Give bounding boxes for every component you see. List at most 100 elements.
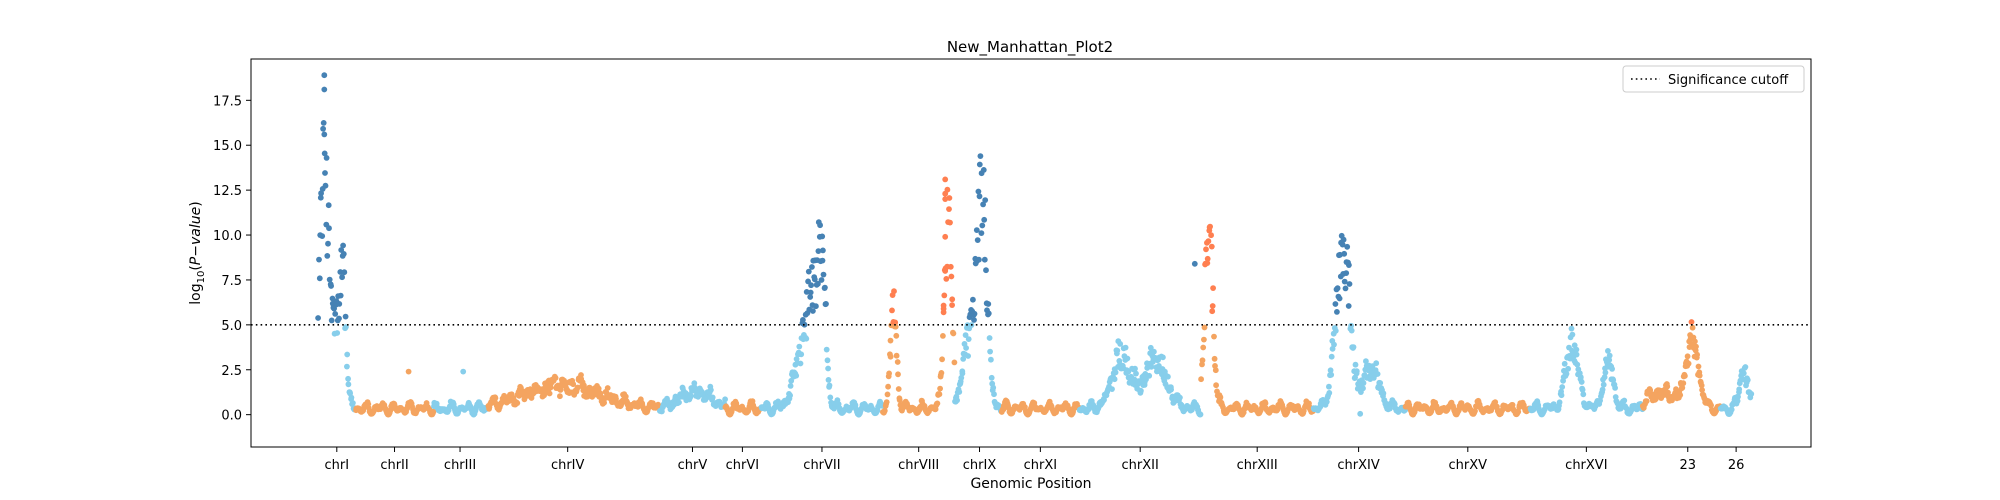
data-point [990,384,997,391]
data-point [889,307,895,314]
data-point [1165,373,1171,380]
data-point [979,222,986,229]
data-point [965,336,972,342]
data-point [557,393,563,400]
data-point [988,356,994,363]
data-point [822,284,828,291]
data-point [317,194,324,201]
x-tick-label: chrIX [963,458,997,473]
data-point [1612,385,1618,391]
data-point [891,288,897,295]
data-point [1334,309,1340,315]
data-point [1735,393,1741,400]
data-point [942,176,949,183]
data-point [1111,376,1118,383]
data-point [1742,364,1749,370]
data-point [892,319,899,326]
data-point [676,399,682,406]
data-point [1339,241,1346,248]
data-point [1147,344,1154,351]
data-point [976,256,982,263]
data-point [1132,365,1138,372]
data-point [325,202,332,209]
data-point [823,346,830,353]
data-point [1348,322,1354,329]
data-point [344,351,351,358]
data-point [820,271,827,278]
data-point [1573,346,1580,353]
data-point [1204,260,1211,266]
data-point [323,155,330,161]
data-point [949,296,956,303]
data-point [825,377,832,383]
data-point [1209,303,1216,309]
data-point [350,400,356,406]
data-point [1577,374,1584,381]
data-point [324,253,331,259]
data-point [1117,341,1124,347]
data-point [1151,348,1157,355]
data-point [1682,373,1688,379]
data-point [1568,325,1575,332]
data-point [949,302,955,308]
data-point [807,289,814,296]
data-point [1377,380,1384,386]
data-point [320,125,326,132]
x-tick-label: 26 [1728,458,1745,473]
data-point [975,188,982,195]
data-point [1262,400,1269,407]
data-point [965,353,971,359]
data-point [1561,360,1568,367]
data-point [1574,361,1581,368]
data-point [1387,405,1393,412]
data-point [1679,384,1686,391]
data-point [893,332,900,339]
data-point [976,161,983,168]
data-point [1200,344,1207,351]
data-point [321,131,328,138]
data-point [1352,361,1359,368]
data-point [1606,352,1613,359]
data-point [937,385,943,392]
data-point [1332,327,1339,334]
data-point [1177,394,1183,401]
data-point [1695,363,1702,370]
data-point [960,356,967,362]
data-point [1334,285,1341,292]
data-point [1212,363,1218,369]
data-point [1699,387,1705,393]
data-point [980,201,986,208]
data-point [976,193,983,200]
data-point [1133,370,1139,377]
y-tick-label: 7.5 [221,274,242,289]
data-point [1201,336,1207,343]
data-point [1109,386,1115,392]
data-point [1602,369,1609,376]
data-point [981,216,988,223]
data-point [1360,385,1366,392]
data-point [1684,353,1691,360]
data-point [613,395,619,402]
data-point [971,310,978,317]
data-point [319,233,326,240]
data-point [1148,363,1155,370]
data-point [825,365,831,372]
data-point [1331,341,1337,348]
data-point [1203,246,1209,253]
data-point [1688,319,1695,325]
data-point [1472,408,1478,414]
y-tick-label: 2.5 [221,364,242,379]
data-point [1205,238,1212,245]
data-point [1191,260,1198,267]
data-point [954,397,960,404]
data-point [1328,353,1335,360]
data-point [316,275,323,282]
data-point [708,387,714,393]
data-point [1677,392,1684,398]
data-point [321,150,328,157]
data-point [1345,303,1352,309]
x-tick-label: chrXVI [1565,458,1607,473]
data-point [1341,278,1348,285]
data-point [433,400,440,407]
